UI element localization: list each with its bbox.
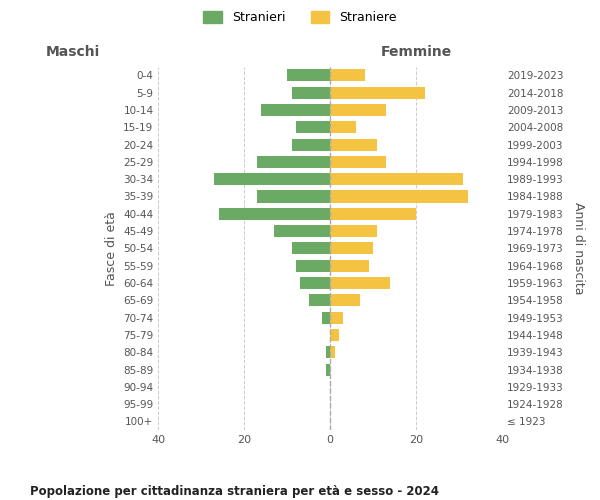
Bar — [292, 138, 330, 150]
Bar — [330, 156, 386, 168]
Bar — [326, 346, 330, 358]
Bar — [296, 121, 330, 134]
Bar — [330, 329, 339, 341]
Bar — [330, 173, 463, 186]
Bar — [218, 208, 330, 220]
Bar — [330, 294, 360, 306]
Text: Popolazione per cittadinanza straniera per età e sesso - 2024: Popolazione per cittadinanza straniera p… — [30, 485, 439, 498]
Text: Maschi: Maschi — [46, 46, 100, 60]
Bar — [292, 242, 330, 254]
Bar — [330, 225, 377, 237]
Bar — [257, 156, 330, 168]
Bar — [330, 208, 416, 220]
Bar — [330, 190, 467, 202]
Y-axis label: Anni di nascita: Anni di nascita — [572, 202, 585, 294]
Bar — [330, 312, 343, 324]
Bar — [330, 104, 386, 116]
Bar — [257, 190, 330, 202]
Bar — [330, 242, 373, 254]
Bar — [330, 138, 377, 150]
Legend: Stranieri, Straniere: Stranieri, Straniere — [198, 6, 402, 29]
Bar — [322, 312, 330, 324]
Bar — [214, 173, 330, 186]
Bar — [326, 364, 330, 376]
Bar — [330, 86, 425, 99]
Bar — [262, 104, 330, 116]
Bar — [330, 70, 365, 82]
Bar — [309, 294, 330, 306]
Bar — [330, 121, 356, 134]
Text: Femmine: Femmine — [380, 46, 452, 60]
Bar — [287, 70, 330, 82]
Bar — [292, 86, 330, 99]
Bar — [274, 225, 330, 237]
Bar — [330, 346, 335, 358]
Bar — [300, 277, 330, 289]
Y-axis label: Fasce di età: Fasce di età — [105, 211, 118, 286]
Bar — [296, 260, 330, 272]
Bar — [330, 277, 391, 289]
Bar — [330, 260, 369, 272]
